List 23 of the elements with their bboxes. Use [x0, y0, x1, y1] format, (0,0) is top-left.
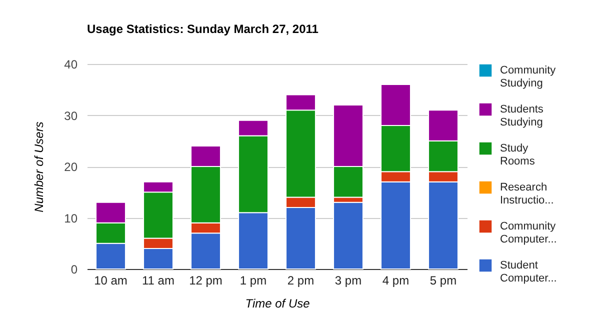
x-tick-label: 3 pm [334, 274, 362, 288]
legend-label: Students Studying [500, 104, 544, 128]
x-tick-label: 11 am [142, 274, 174, 288]
x-tick-label: 4 pm [382, 274, 410, 288]
y-tick-label: 10 [64, 211, 78, 226]
legend-label: Study Rooms [500, 142, 536, 168]
x-tick-label: 5 pm [430, 274, 457, 288]
chart-title: Usage Statistics: Sunday March 27, 2011 [87, 22, 319, 36]
x-tick-label: 2 pm [287, 274, 314, 288]
y-tick-label: 30 [64, 108, 78, 123]
legend-label: Student Computer... [500, 260, 557, 284]
x-tick-label: 12 pm [189, 274, 222, 288]
y-tick-label: 40 [64, 58, 78, 72]
y-axis-title: Number of Users [32, 122, 46, 212]
x-tick-label: 10 am [94, 274, 128, 288]
legend-label: Community Studying [500, 64, 556, 90]
x-axis-title: Time of Use [245, 296, 310, 310]
bar [333, 202, 364, 270]
x-tick-label: 1 pm [240, 274, 267, 288]
y-tick-label: 0 [70, 262, 78, 276]
legend-label: Community Computer... [500, 220, 557, 246]
y-tick-label: 20 [64, 160, 78, 174]
legend-label: Research Instructio... [500, 182, 554, 206]
